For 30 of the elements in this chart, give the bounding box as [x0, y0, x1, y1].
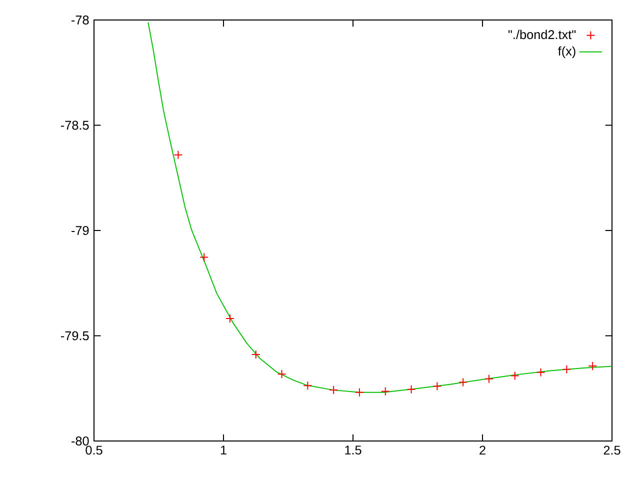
point: [380, 386, 390, 396]
point: [277, 370, 286, 379]
y-tick-label: -78.5: [60, 120, 89, 130]
point: [200, 252, 209, 262]
point: [329, 386, 338, 395]
x-tick-label: 2.5: [604, 446, 620, 455]
point: [406, 384, 416, 394]
line-series: [148, 22, 612, 393]
x-tick-label: 1.5: [345, 446, 362, 455]
legend-label: f(x): [558, 46, 576, 58]
point: [432, 382, 442, 391]
x-tick-label: 1: [220, 446, 226, 454]
y-tick-label: -79.5: [60, 331, 89, 340]
point: [458, 378, 468, 387]
point: [225, 314, 234, 323]
y-tick-label: -79: [72, 226, 89, 235]
x-tick-label: 2: [480, 446, 486, 455]
point: [484, 374, 494, 384]
x-tick-label: 0.5: [86, 446, 102, 455]
point: [174, 150, 183, 160]
point: [588, 362, 598, 371]
y-tick-label: -78: [72, 16, 89, 24]
point: [510, 371, 520, 380]
point: [562, 364, 572, 374]
point: [354, 388, 364, 397]
legend-label: "./bond2.txt": [508, 30, 576, 40]
point: [251, 350, 260, 359]
y-tick-label: -80: [72, 436, 89, 446]
point: [536, 368, 546, 377]
point: [303, 381, 312, 390]
